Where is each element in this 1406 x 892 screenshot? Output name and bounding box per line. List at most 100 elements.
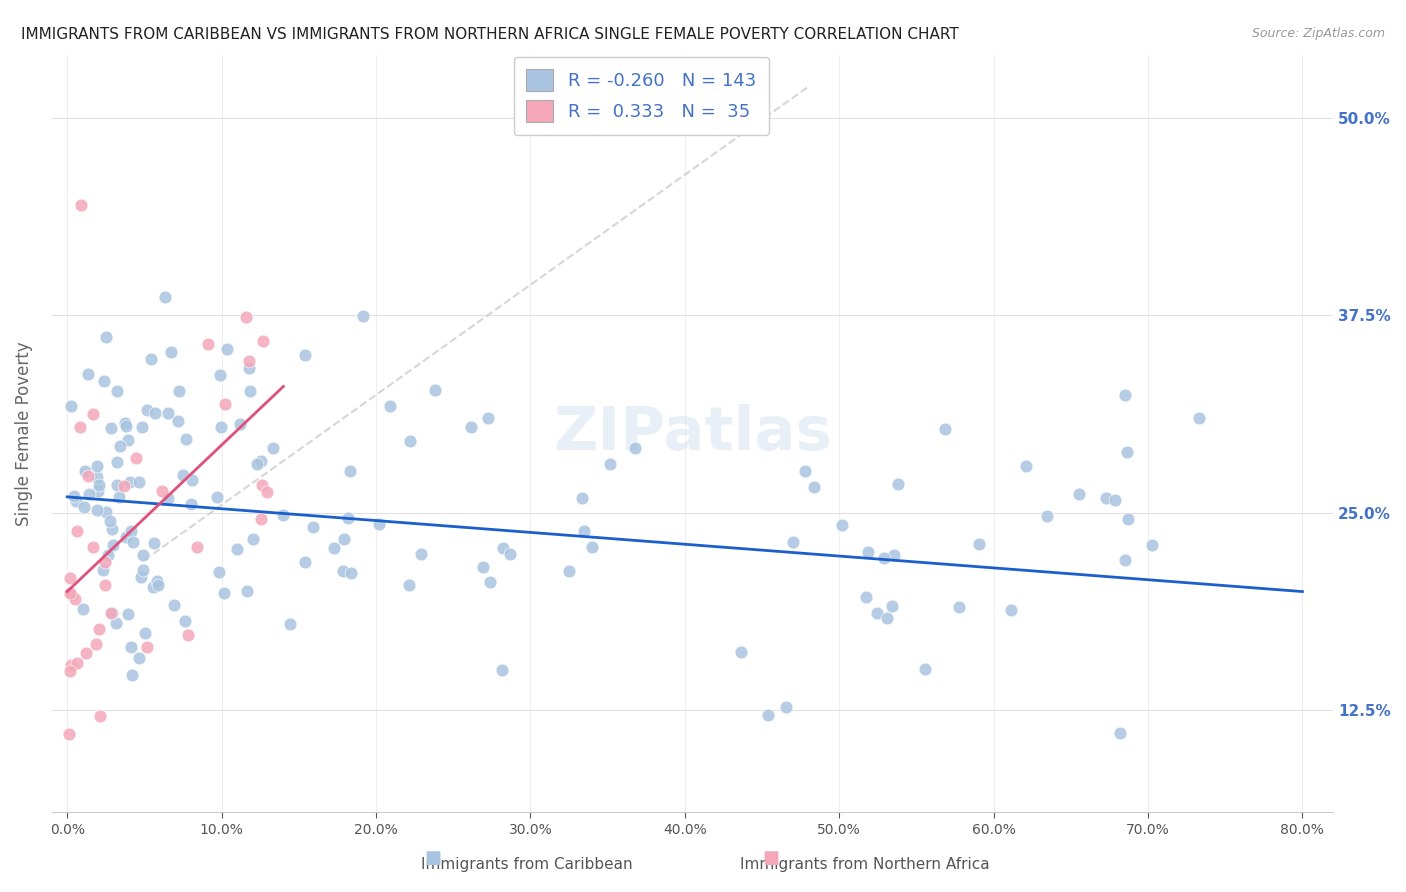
Y-axis label: Single Female Poverty: Single Female Poverty [15, 342, 32, 526]
Immigrants from Caribbean [250, 454, 273, 468]
Immigrants from Northern Africa [235, 310, 257, 324]
Immigrants from Caribbean [59, 400, 82, 414]
Immigrants from Caribbean [97, 548, 120, 562]
Immigrants from Caribbean [121, 535, 143, 549]
Immigrants from Northern Africa [135, 640, 157, 654]
Immigrants from Caribbean [77, 367, 100, 381]
Immigrants from Caribbean [108, 439, 131, 453]
Immigrants from Caribbean [156, 491, 179, 505]
Immigrants from Caribbean [775, 700, 797, 714]
Immigrants from Caribbean [205, 490, 228, 504]
Immigrants from Caribbean [271, 508, 294, 522]
Immigrants from Caribbean [135, 403, 157, 417]
Text: IMMIGRANTS FROM CARIBBEAN VS IMMIGRANTS FROM NORTHERN AFRICA SINGLE FEMALE POVER: IMMIGRANTS FROM CARIBBEAN VS IMMIGRANTS … [21, 27, 959, 42]
Immigrants from Northern Africa [250, 512, 273, 526]
Immigrants from Caribbean [166, 414, 188, 428]
Text: Immigrants from Northern Africa: Immigrants from Northern Africa [740, 857, 990, 872]
Immigrants from Caribbean [229, 417, 252, 432]
Immigrants from Caribbean [1114, 553, 1136, 567]
Immigrants from Caribbean [209, 419, 232, 434]
Immigrants from Caribbean [756, 708, 779, 723]
Immigrants from Caribbean [794, 464, 817, 478]
Immigrants from Caribbean [499, 548, 522, 562]
Immigrants from Northern Africa [89, 708, 111, 723]
Immigrants from Caribbean [87, 478, 110, 492]
Immigrants from Northern Africa [112, 478, 135, 492]
Immigrants from Caribbean [91, 563, 114, 577]
Immigrants from Caribbean [238, 360, 260, 375]
Immigrants from Northern Africa [250, 478, 273, 492]
Immigrants from Caribbean [1014, 458, 1036, 473]
Immigrants from Northern Africa [59, 664, 82, 678]
Immigrants from Caribbean [803, 480, 825, 494]
Immigrants from Caribbean [1000, 602, 1022, 616]
Immigrants from Caribbean [1118, 511, 1140, 525]
Immigrants from Caribbean [120, 475, 142, 489]
Immigrants from Caribbean [368, 516, 391, 531]
Immigrants from Caribbean [558, 564, 581, 578]
Immigrants from Caribbean [1104, 493, 1126, 508]
Immigrants from Caribbean [167, 384, 190, 398]
Immigrants from Caribbean [460, 420, 482, 434]
Immigrants from Caribbean [163, 598, 186, 612]
Immigrants from Northern Africa [186, 540, 208, 554]
Immigrants from Caribbean [339, 464, 361, 478]
Immigrants from Caribbean [72, 602, 94, 616]
Immigrants from Caribbean [174, 614, 197, 628]
Immigrants from Caribbean [120, 640, 142, 654]
Immigrants from Caribbean [114, 416, 136, 430]
Immigrants from Caribbean [134, 626, 156, 640]
Immigrants from Caribbean [226, 541, 249, 556]
Immigrants from Northern Africa [197, 337, 219, 351]
Immigrants from Caribbean [1140, 538, 1163, 552]
Immigrants from Caribbean [128, 475, 150, 490]
Immigrants from Caribbean [94, 505, 117, 519]
Immigrants from Caribbean [472, 560, 495, 574]
Immigrants from Caribbean [866, 606, 889, 620]
Immigrants from Caribbean [100, 606, 122, 620]
Immigrants from Caribbean [301, 520, 323, 534]
Immigrants from Caribbean [1095, 491, 1118, 505]
Immigrants from Caribbean [332, 565, 354, 579]
Legend: R = -0.260   N = 143, R =  0.333   N =  35: R = -0.260 N = 143, R = 0.333 N = 35 [513, 56, 769, 135]
Immigrants from Caribbean [107, 490, 129, 504]
Immigrants from Caribbean [425, 383, 447, 397]
Immigrants from Caribbean [1114, 388, 1136, 402]
Immigrants from Caribbean [131, 420, 153, 434]
Text: Immigrants from Caribbean: Immigrants from Caribbean [422, 857, 633, 872]
Immigrants from Caribbean [730, 645, 752, 659]
Immigrants from Northern Africa [176, 627, 198, 641]
Immigrants from Caribbean [336, 510, 359, 524]
Text: ■: ■ [425, 849, 441, 867]
Immigrants from Caribbean [180, 473, 202, 487]
Immigrants from Northern Africa [150, 484, 173, 499]
Immigrants from Caribbean [967, 537, 990, 551]
Immigrants from Caribbean [1036, 508, 1059, 523]
Immigrants from Caribbean [323, 541, 346, 556]
Immigrants from Caribbean [294, 348, 316, 362]
Text: ZIPatlas: ZIPatlas [553, 404, 832, 463]
Immigrants from Caribbean [100, 421, 122, 435]
Immigrants from Caribbean [858, 545, 880, 559]
Immigrants from Northern Africa [59, 571, 82, 585]
Immigrants from Caribbean [855, 590, 877, 604]
Immigrants from Caribbean [93, 375, 115, 389]
Text: ■: ■ [762, 849, 779, 867]
Immigrants from Northern Africa [82, 407, 104, 421]
Immigrants from Caribbean [101, 522, 124, 536]
Immigrants from Caribbean [132, 563, 155, 577]
Immigrants from Caribbean [831, 517, 853, 532]
Immigrants from Caribbean [157, 406, 180, 420]
Immigrants from Northern Africa [58, 726, 80, 740]
Immigrants from Northern Africa [256, 484, 278, 499]
Immigrants from Northern Africa [70, 198, 93, 212]
Immigrants from Caribbean [86, 503, 108, 517]
Immigrants from Caribbean [352, 309, 374, 323]
Immigrants from Caribbean [153, 290, 176, 304]
Immigrants from Caribbean [98, 514, 121, 528]
Immigrants from Caribbean [115, 418, 138, 433]
Immigrants from Northern Africa [238, 353, 260, 368]
Immigrants from Caribbean [411, 547, 433, 561]
Text: Source: ZipAtlas.com: Source: ZipAtlas.com [1251, 27, 1385, 40]
Immigrants from Caribbean [262, 442, 284, 456]
